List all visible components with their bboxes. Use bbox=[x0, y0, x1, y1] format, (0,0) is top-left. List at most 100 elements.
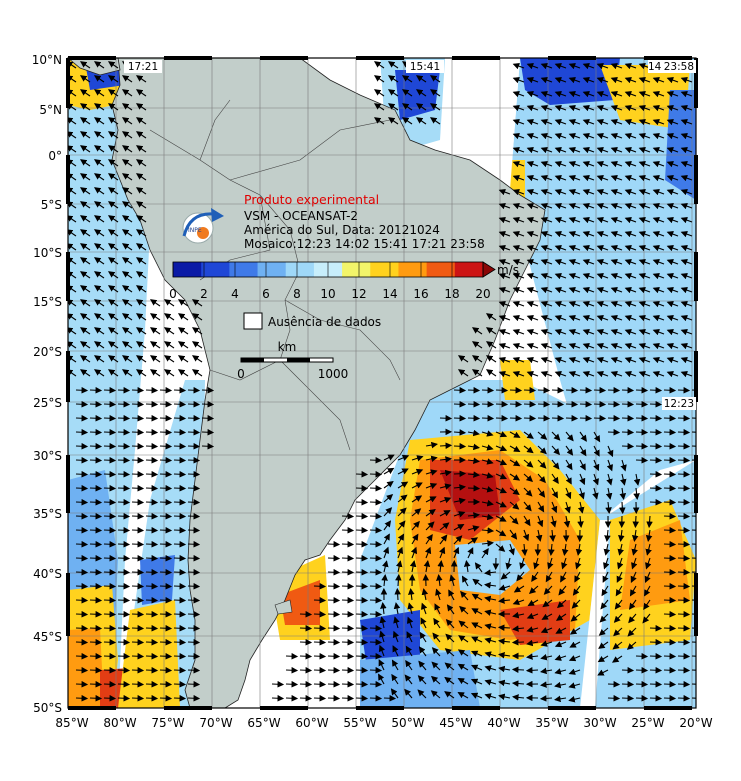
wind-arrow bbox=[79, 327, 91, 335]
wind-arrow bbox=[593, 400, 607, 408]
wind-arrow bbox=[415, 75, 427, 83]
wind-arrow bbox=[571, 599, 581, 609]
wind-arrow bbox=[117, 456, 131, 464]
wind-arrow bbox=[509, 459, 521, 467]
wind-arrow bbox=[103, 470, 117, 478]
wind-arrow bbox=[540, 231, 553, 238]
wind-arrow bbox=[369, 456, 383, 464]
wind-arrow bbox=[691, 627, 696, 629]
wind-arrow bbox=[93, 327, 105, 335]
wind-arrow bbox=[680, 301, 693, 308]
wind-arrow bbox=[525, 667, 539, 674]
wind-arrow bbox=[610, 77, 623, 84]
wind-arrow bbox=[79, 89, 91, 97]
wind-arrow bbox=[89, 624, 103, 632]
wind-arrow bbox=[495, 414, 509, 422]
wind-arrow bbox=[135, 355, 147, 363]
wind-arrow bbox=[663, 428, 677, 436]
no-data-swatch bbox=[243, 312, 263, 330]
wind-arrow bbox=[599, 613, 609, 623]
wind-arrow bbox=[612, 641, 623, 650]
wind-arrow bbox=[107, 215, 119, 223]
wind-arrow bbox=[512, 63, 525, 70]
wind-arrow bbox=[498, 259, 511, 266]
wind-arrow bbox=[540, 315, 553, 322]
wind-arrow bbox=[177, 355, 189, 363]
wind-arrow bbox=[93, 131, 105, 139]
wind-arrow bbox=[145, 386, 159, 394]
wind-arrow bbox=[93, 61, 105, 69]
wind-arrow bbox=[596, 203, 609, 210]
wind-arrow bbox=[341, 568, 355, 576]
wind-arrow bbox=[407, 602, 414, 615]
wind-arrow bbox=[327, 582, 341, 590]
wind-arrow bbox=[513, 585, 525, 593]
wind-arrow bbox=[630, 571, 637, 583]
wind-arrow bbox=[467, 547, 474, 559]
wind-arrow bbox=[498, 203, 511, 210]
frame-tick bbox=[68, 706, 116, 710]
wind-arrow bbox=[404, 674, 413, 685]
wind-arrow bbox=[610, 203, 623, 210]
wind-arrow bbox=[526, 371, 539, 378]
wind-arrow bbox=[93, 215, 105, 223]
wind-arrow bbox=[149, 313, 161, 321]
wind-arrow bbox=[555, 613, 567, 621]
wind-arrow bbox=[638, 287, 651, 294]
wind-arrow bbox=[691, 697, 696, 699]
wind-arrow bbox=[145, 456, 159, 464]
wind-arrow bbox=[512, 105, 525, 112]
wind-arrow bbox=[327, 624, 341, 632]
wind-arrow bbox=[568, 301, 581, 308]
wind-arrow bbox=[691, 501, 696, 503]
wind-arrow bbox=[131, 624, 145, 632]
wind-arrow bbox=[542, 599, 553, 608]
wind-arrow bbox=[666, 315, 679, 322]
wind-arrow bbox=[663, 456, 677, 464]
wind-arrow bbox=[537, 473, 546, 484]
wind-arrow bbox=[415, 103, 427, 111]
wind-arrow bbox=[75, 596, 89, 604]
wind-arrow bbox=[680, 231, 693, 238]
wind-arrow bbox=[369, 526, 383, 534]
wind-arrow bbox=[355, 680, 369, 688]
wind-arrow bbox=[117, 624, 131, 632]
wind-arrow bbox=[173, 400, 187, 408]
wind-arrow bbox=[425, 441, 438, 449]
wind-arrow bbox=[523, 386, 537, 394]
wind-arrow bbox=[313, 638, 327, 646]
wind-arrow bbox=[145, 554, 159, 562]
wind-arrow bbox=[75, 652, 89, 660]
wind-arrow bbox=[663, 610, 677, 618]
wind-arrow bbox=[149, 341, 161, 349]
wind-arrow bbox=[471, 593, 483, 601]
wind-arrow bbox=[512, 245, 525, 252]
wind-arrow bbox=[540, 77, 553, 84]
wind-arrow bbox=[173, 666, 187, 674]
wind-arrow bbox=[121, 131, 133, 139]
wind-arrow bbox=[89, 498, 103, 506]
wind-arrow bbox=[568, 371, 581, 378]
wind-arrow bbox=[191, 327, 203, 335]
wind-arrow bbox=[121, 89, 133, 97]
frame-tick bbox=[164, 56, 212, 60]
wind-arrow bbox=[396, 546, 404, 559]
wind-arrow bbox=[512, 259, 525, 266]
wind-arrow bbox=[89, 694, 103, 702]
wind-arrow bbox=[163, 341, 175, 349]
wind-arrow bbox=[446, 604, 455, 615]
wind-arrow bbox=[638, 245, 651, 252]
wind-arrow bbox=[467, 443, 480, 451]
wind-arrow bbox=[596, 77, 609, 84]
wind-arrow bbox=[624, 175, 637, 182]
wind-arrow bbox=[512, 147, 525, 154]
wind-arrow bbox=[607, 428, 621, 436]
wind-arrow bbox=[453, 470, 467, 478]
wind-arrow bbox=[638, 217, 651, 224]
wind-arrow bbox=[430, 675, 441, 685]
wind-arrow bbox=[453, 400, 467, 408]
wind-arrow bbox=[607, 445, 614, 458]
wind-arrow bbox=[680, 189, 693, 196]
wind-arrow bbox=[582, 245, 595, 252]
wind-arrow bbox=[93, 341, 105, 349]
